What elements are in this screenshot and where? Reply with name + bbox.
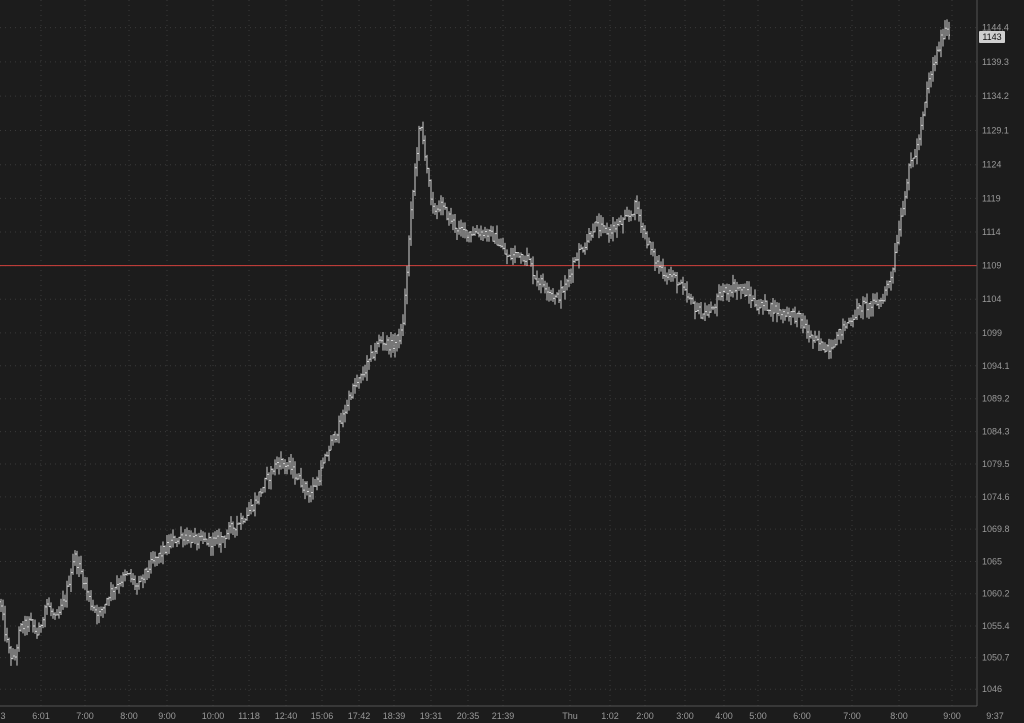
x-tick-label: 6:00 (793, 711, 811, 721)
x-tick-label: 10:00 (202, 711, 225, 721)
y-tick-label: 1094.1 (982, 361, 1010, 371)
x-tick-label: 15:06 (311, 711, 334, 721)
x-tick-label: Thu (562, 711, 578, 721)
x-tick-label: 4:00 (715, 711, 733, 721)
y-tick-label: 1089.2 (982, 394, 1010, 404)
y-tick-label: 1099 (982, 328, 1002, 338)
last-price-badge (979, 30, 1005, 43)
y-tick-label: 1144.4 (982, 23, 1009, 33)
y-tick-label: 1084.3 (982, 427, 1010, 437)
axes (0, 0, 978, 707)
x-tick-label: 18:39 (383, 711, 406, 721)
x-tick-label: 6:01 (32, 711, 50, 721)
y-tick-label: 1104 (982, 294, 1001, 304)
y-tick-label: 1055.4 (982, 621, 1010, 631)
x-tick-label: 7:00 (843, 711, 861, 721)
y-tick-label: 1124 (982, 160, 1001, 170)
y-tick-label: 1109 (982, 261, 1001, 271)
x-tick-label: 8:00 (120, 711, 138, 721)
y-tick-label: 1074.6 (982, 492, 1010, 502)
y-tick-label: 1046 (982, 684, 1002, 694)
y-tick-label: 1134.2 (982, 91, 1009, 101)
x-tick-label: 1:02 (601, 711, 619, 721)
y-tick-label: 1114 (982, 227, 1001, 237)
x-tick-label: 2:00 (636, 711, 654, 721)
y-tick-label: 1079.5 (982, 459, 1010, 469)
x-tick-label: 19:31 (420, 711, 443, 721)
x-tick-label: 9:00 (943, 711, 961, 721)
price-bars (0, 19, 950, 666)
x-tick-label: 8:00 (890, 711, 908, 721)
y-tick-label: 1119 (982, 193, 1001, 203)
x-tick-label: 12:40 (275, 711, 298, 721)
y-tick-label: 1129.1 (982, 125, 1009, 135)
x-tick-label: 21:39 (492, 711, 515, 721)
y-tick-label: 1065 (982, 556, 1002, 566)
y-tick-label: 1139.3 (982, 57, 1009, 67)
x-tick-label: 9:37 (986, 711, 1004, 721)
tick-labels: 1046 1050.7 1055.4 1060.2 1065 1069.8 1074.6 10… (0, 23, 1009, 721)
x-tick-label: 20:35 (457, 711, 480, 721)
x-tick-label: 11:18 (238, 711, 260, 721)
y-tick-label: 1060.2 (982, 589, 1010, 599)
x-tick-label: 17:42 (348, 711, 371, 721)
x-tick-label: 5:00 (749, 711, 767, 721)
y-tick-label: 1069.8 (982, 524, 1010, 534)
x-tick-label: 3:00 (676, 711, 694, 721)
x-tick-label: 3 (0, 711, 5, 721)
y-tick-label: 1050.7 (982, 653, 1010, 663)
x-tick-label: 9:00 (158, 711, 176, 721)
last-price-label: 1143 (982, 32, 1001, 42)
x-tick-label: 7:00 (76, 711, 94, 721)
